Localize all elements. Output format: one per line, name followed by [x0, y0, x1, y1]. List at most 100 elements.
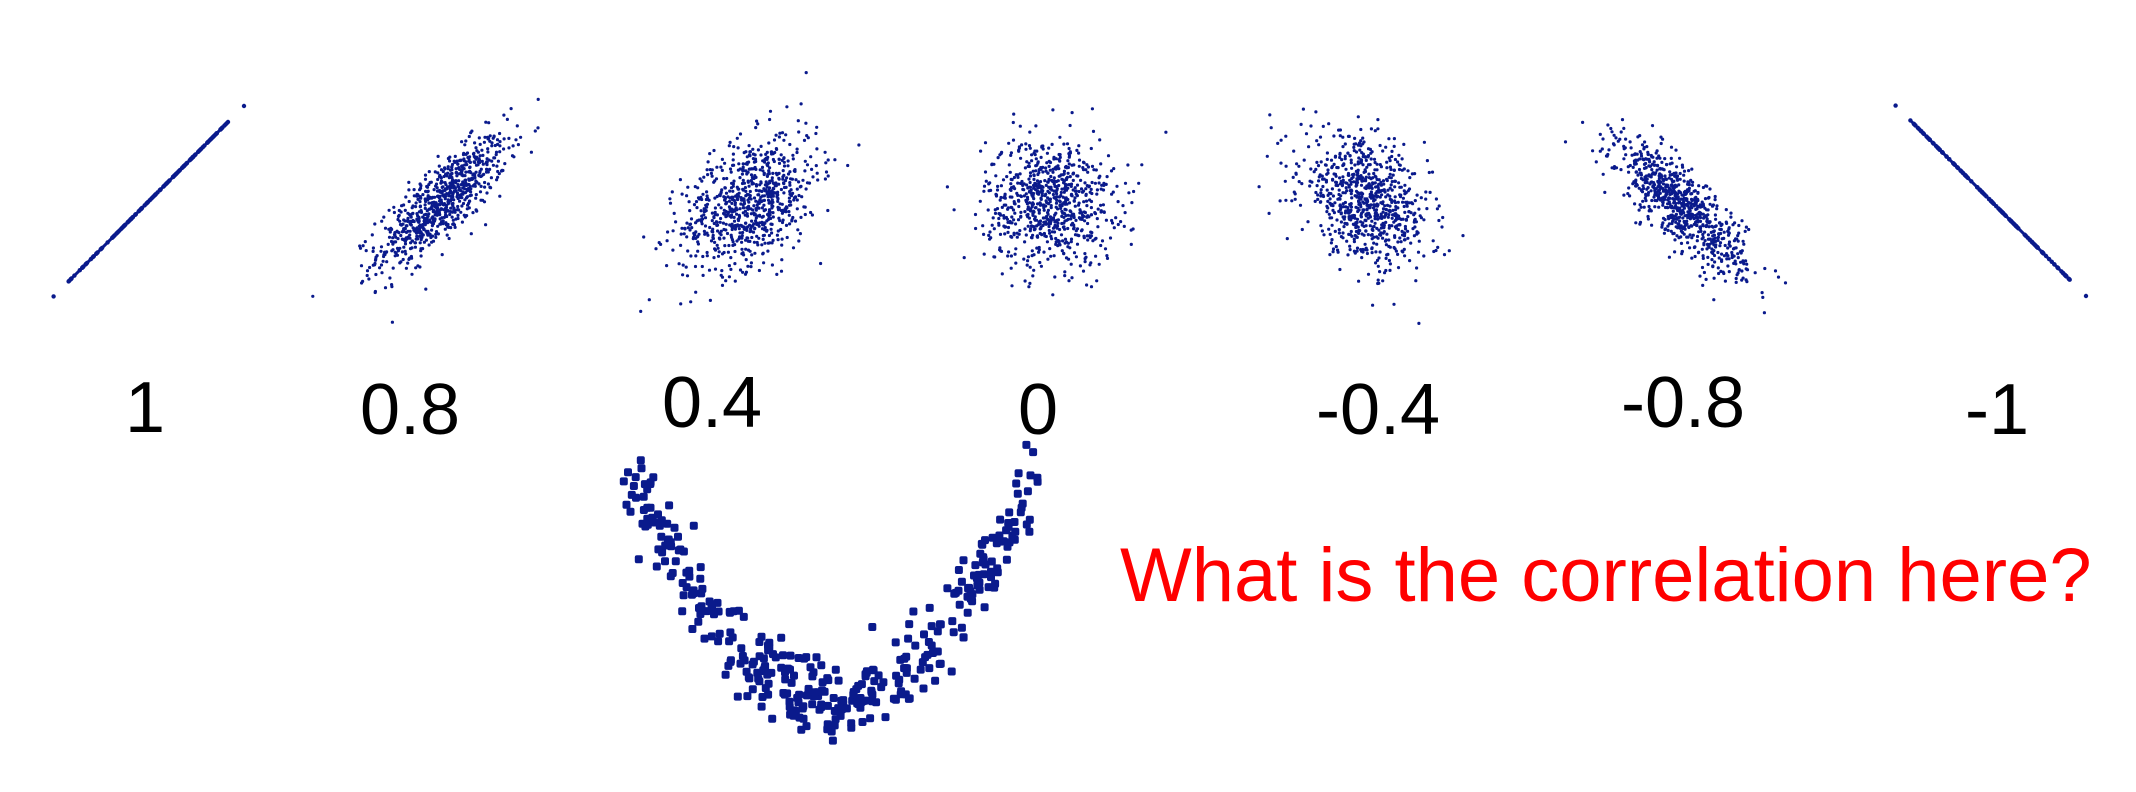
scatter-point: [1674, 220, 1678, 224]
scatter-point: [370, 233, 374, 237]
scatter-point: [417, 224, 421, 228]
scatter-point: [1614, 136, 1618, 140]
scatter-point: [706, 160, 710, 164]
scatter-point: [959, 633, 968, 642]
scatter-line: [66, 120, 230, 284]
scatter-point: [831, 715, 840, 724]
scatter-point: [1646, 217, 1650, 221]
scatter-point: [1666, 228, 1670, 232]
scatter-point: [371, 263, 375, 267]
scatter-point: [981, 560, 990, 569]
scatter-point: [1680, 249, 1684, 254]
scatter-point: [1085, 283, 1089, 287]
scatter-point: [679, 232, 683, 236]
scatter-point: [1074, 255, 1078, 259]
label-corr-0-8: 0.8: [359, 370, 461, 450]
scatter-point: [745, 236, 749, 240]
scatter-point: [730, 238, 735, 242]
scatter-point: [954, 566, 963, 574]
scatter-point: [689, 521, 698, 530]
scatter-point: [1370, 227, 1374, 232]
scatter-point: [1638, 134, 1642, 138]
label-corr-1: 1: [124, 368, 166, 448]
scatter-point: [1696, 191, 1700, 195]
question-text: What is the correlation here?: [1120, 533, 2092, 618]
scatter-point: [1403, 224, 1407, 229]
scatter-point: [440, 216, 444, 220]
scatter-point: [686, 226, 690, 230]
scatter-point: [1370, 219, 1374, 223]
scatter-point: [1661, 137, 1665, 141]
scatter-point: [1023, 240, 1027, 244]
scatter-point: [1046, 212, 1050, 216]
scatter-point: [448, 159, 452, 163]
scatter-point: [1047, 224, 1051, 229]
scatter-point: [1737, 231, 1741, 235]
scatter-point: [737, 644, 746, 653]
scatter-point: [804, 121, 808, 125]
scatter-point: [398, 222, 403, 227]
scatter-point: [1761, 295, 1765, 299]
scatter-point: [241, 103, 247, 109]
scatter-point: [1681, 226, 1685, 231]
scatter-point: [776, 190, 780, 194]
scatter-point: [1662, 231, 1666, 235]
scatter-point: [741, 162, 745, 166]
scatter-point: [705, 254, 709, 258]
scatter-point: [408, 219, 412, 223]
scatter-point: [1066, 245, 1070, 249]
scatter-point: [1344, 186, 1348, 190]
scatter-point: [1679, 241, 1684, 245]
scatter-point: [480, 148, 484, 152]
scatter-point: [1725, 252, 1729, 256]
scatter-point: [482, 140, 486, 144]
scatter-point: [744, 270, 749, 274]
scatter-point: [712, 180, 716, 184]
scatter-point: [1732, 261, 1736, 265]
scatter-point: [1085, 234, 1089, 238]
scatter-point: [467, 206, 471, 210]
scatter-point: [1374, 192, 1378, 196]
scatter-point: [925, 603, 934, 612]
scatter-point: [1364, 186, 1368, 191]
scatter-point: [715, 165, 719, 169]
scatter-point: [1711, 264, 1715, 268]
scatter-point: [779, 208, 783, 213]
scatter-point: [468, 165, 472, 170]
scatter-point: [1372, 241, 1376, 245]
scatter-point: [495, 178, 499, 182]
scatter-point: [916, 665, 925, 674]
scatter-point: [693, 232, 697, 236]
scatter-point: [1357, 156, 1361, 160]
scatter-point: [1413, 217, 1417, 221]
scatter-point: [721, 670, 730, 679]
scatter-point: [861, 696, 870, 705]
scatter-point: [1087, 184, 1091, 188]
scatter-point: [1720, 252, 1724, 256]
scatter-point: [1718, 241, 1723, 245]
scatter-point: [766, 241, 771, 245]
scatter-point: [1701, 256, 1705, 260]
scatter-point: [755, 222, 759, 226]
scatter-point: [1659, 180, 1663, 184]
scatter-point: [1658, 172, 1662, 176]
scatter-point: [689, 254, 693, 258]
scatter-point: [1069, 217, 1073, 221]
scatter-point: [1663, 195, 1667, 199]
scatter-point: [741, 251, 745, 255]
scatter-point: [1676, 195, 1680, 199]
scatter-point: [1333, 201, 1337, 205]
scatter-point: [410, 272, 414, 276]
scatter-point: [738, 235, 742, 239]
scatter-point: [1051, 226, 1056, 230]
scatter-point: [1673, 214, 1677, 218]
scatter-point: [705, 190, 709, 194]
scatter-point: [749, 212, 754, 216]
scatter-point: [935, 660, 944, 668]
scatter-point: [1654, 192, 1659, 196]
scatter-point: [858, 718, 867, 726]
scatter-point: [685, 274, 690, 278]
scatter-point: [1652, 160, 1656, 164]
scatter-point: [1379, 180, 1383, 184]
scatter-point: [1388, 159, 1392, 163]
